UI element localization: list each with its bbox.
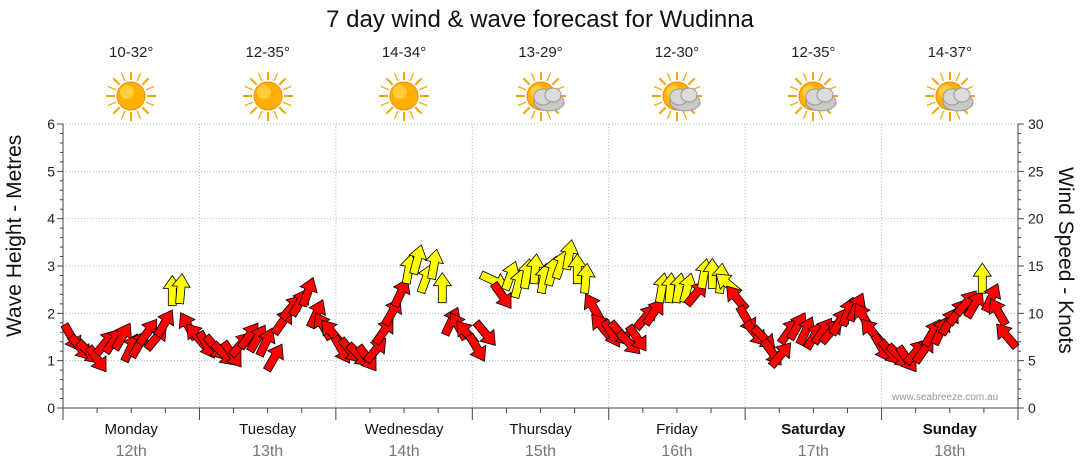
y-tick-label-left: 3 xyxy=(47,258,55,274)
wind-arrow xyxy=(362,337,387,365)
y-tick-label-left: 1 xyxy=(47,353,55,369)
wind-arrow xyxy=(390,278,411,309)
wind-arrow xyxy=(262,343,284,373)
day-name-label: Friday xyxy=(656,421,698,438)
wind-arrow xyxy=(424,248,445,280)
wind-arrow xyxy=(576,262,596,294)
y-tick-label-left: 5 xyxy=(47,163,55,179)
day-date-label: 14th xyxy=(388,443,420,460)
partly-cloudy-icon xyxy=(785,71,841,127)
wind-arrow xyxy=(996,323,1020,351)
wind-arrow xyxy=(465,332,487,362)
y-tick-label-right: 15 xyxy=(1028,258,1044,274)
day-temperature: 12-30° xyxy=(654,44,700,61)
day-name-label: Tuesday xyxy=(239,421,297,438)
sun-icon xyxy=(376,71,432,127)
wind-arrow xyxy=(298,276,318,308)
day-temperature: 14-34° xyxy=(381,44,427,61)
day-name-label: Sunday xyxy=(922,421,977,438)
day-date-label: 18th xyxy=(934,443,966,460)
wind-arrow xyxy=(625,323,647,352)
y-tick-label-left: 4 xyxy=(47,211,55,227)
y-tick-label-left: 6 xyxy=(47,116,55,132)
wind-arrow xyxy=(408,244,428,276)
credit-link[interactable]: www.seabreeze.com.au xyxy=(892,392,999,403)
wind-arrow xyxy=(255,327,276,358)
y-tick-label-left: 2 xyxy=(47,305,55,321)
day-name-label: Thursday xyxy=(509,421,572,438)
wind-arrow xyxy=(981,283,1002,314)
day-date-label: 15th xyxy=(524,443,557,460)
partly-cloudy-icon xyxy=(649,71,705,127)
wind-arrow xyxy=(472,319,496,346)
day-temperature: 13-29° xyxy=(518,44,563,61)
wind-arrow xyxy=(972,262,993,294)
sun-icon xyxy=(240,71,296,127)
wind-arrow xyxy=(767,342,792,369)
y-tick-label-right: 10 xyxy=(1028,305,1044,321)
y-tick-label-right: 25 xyxy=(1028,163,1044,179)
day-date-label: 12th xyxy=(115,443,147,460)
wind-arrow xyxy=(153,309,175,339)
partly-cloudy-icon xyxy=(513,71,569,127)
y-tick-label-right: 0 xyxy=(1028,400,1036,416)
wind-arrow xyxy=(85,344,107,373)
day-temperature: 12-35° xyxy=(791,44,836,61)
day-temperature: 10-32° xyxy=(109,44,154,61)
day-date-label: 17th xyxy=(797,443,829,460)
y-tick-label-right: 30 xyxy=(1028,116,1044,132)
partly-cloudy-icon xyxy=(922,71,978,127)
day-date-label: 16th xyxy=(661,443,693,460)
wind-arrow xyxy=(171,272,191,305)
wind-arrow xyxy=(490,280,512,309)
wind-arrow xyxy=(988,297,1010,328)
day-name-label: Monday xyxy=(104,421,158,438)
sun-icon xyxy=(103,71,159,127)
wind-arrow xyxy=(641,298,664,327)
day-name-label: Saturday xyxy=(781,421,846,438)
y-tick-label-right: 20 xyxy=(1028,211,1044,227)
chart-title: 7 day wind & wave forecast for Wudinna xyxy=(326,6,754,33)
day-temperature: 14-37° xyxy=(927,44,972,61)
day-temperature: 12-35° xyxy=(245,44,290,61)
day-name-label: Wednesday xyxy=(364,421,444,438)
y-tick-label-left: 0 xyxy=(47,400,55,416)
wind-arrow xyxy=(432,271,453,304)
day-date-label: 13th xyxy=(252,443,284,460)
y-tick-label-right: 5 xyxy=(1028,353,1036,369)
